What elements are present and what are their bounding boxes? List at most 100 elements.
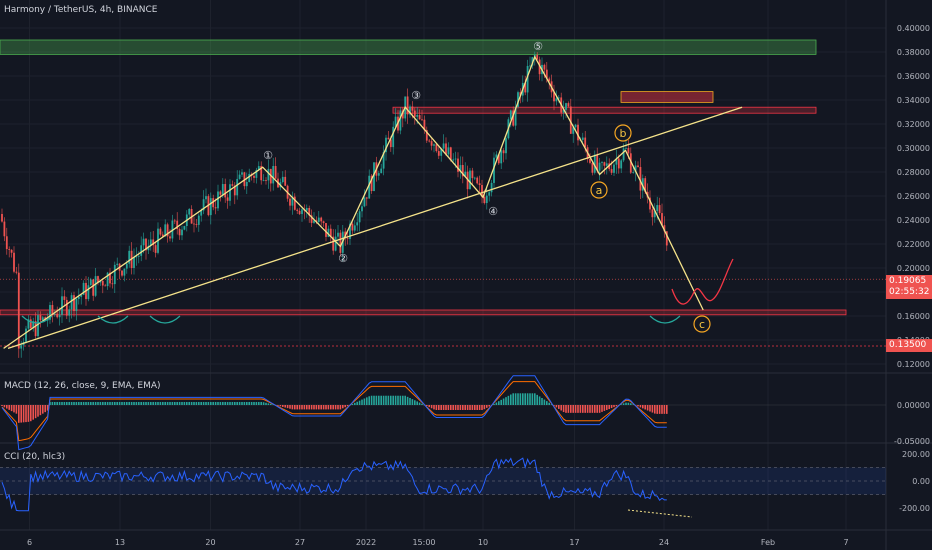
macd-histogram-bar [150,401,152,405]
candle-up [356,222,359,226]
macd-histogram-bar [282,405,284,407]
macd-histogram-bar [102,401,104,405]
candle-up [267,168,270,181]
macd-histogram-bar [39,405,42,416]
macd-histogram-bar [462,405,464,411]
macd-histogram-bar [138,401,140,405]
candle-up [133,257,135,268]
candle-down [471,170,474,179]
candle-up [361,206,363,212]
candle-down [8,249,11,250]
candle-down [589,159,591,163]
candle-down [413,110,416,117]
cci-tick-label: -200.00 [899,504,930,513]
time-tick-label: Feb [761,538,775,547]
wave-circle-b [614,124,632,142]
macd-histogram-bar [524,393,526,405]
time-tick-label: 10 [478,538,488,547]
candle-up [116,263,119,265]
candle-up [464,171,467,177]
macd-histogram-bar [541,397,543,405]
macd-histogram-bar [464,405,466,411]
candle-up [473,177,476,179]
candle-up [565,103,567,110]
macd-histogram-bar [361,399,363,405]
macd-histogram-bar [289,405,291,409]
candle-up [440,148,443,156]
macd-histogram-bar [416,401,418,405]
candle-up [634,165,637,173]
candle-down [577,124,579,141]
candle-up [392,126,395,148]
candle-up [593,154,596,173]
candle-down [73,295,75,311]
macd-histogram-bar [409,397,411,405]
candle-up [68,309,71,316]
candle-up [442,143,445,149]
candle-down [17,272,20,349]
macd-histogram-bar [94,401,97,405]
cci-tick-label: 200.00 [902,450,930,459]
rounding-bottom-arc [649,315,681,324]
macd-histogram-bar [253,401,255,405]
candle-up [382,152,385,169]
candle-up [531,57,534,66]
macd-histogram-bar [373,395,375,405]
candle-up [202,199,205,211]
candle-up [605,163,608,166]
candle-up [337,232,339,237]
wave-circle-c [693,315,711,333]
macd-histogram-bar [370,395,373,405]
macd-histogram-bar [358,400,361,405]
candle-down [663,225,666,232]
time-tick-label: 13 [115,538,125,547]
macd-histogram-bar [656,405,658,414]
candle-down [617,158,620,169]
macd-histogram-bar [171,401,174,405]
candle-down [101,280,104,286]
macd-histogram-bar [99,401,102,405]
candle-up [255,169,258,178]
support-price-tag: 0.13500 [886,339,932,352]
candle-down [435,144,438,152]
macd-histogram-bar [666,405,668,414]
candle-down [104,285,107,287]
candle-down [63,296,66,300]
time-tick-label: 2022 [356,538,376,547]
candle-up [171,220,174,239]
macd-signal-line [1,381,667,442]
candle-up [505,138,507,154]
candle-down [406,96,409,115]
macd-histogram-bar [570,405,572,413]
candle-up [529,65,531,67]
price-tick-label: 0.26000 [897,192,930,201]
macd-histogram-bar [610,405,613,409]
candle-down [519,92,522,96]
candle-down [483,196,486,204]
candle-down [320,217,323,222]
candle-up [205,196,207,200]
macd-histogram-bar [502,398,505,405]
candle-up [53,313,56,315]
candle-down [627,148,630,154]
candle-up [209,198,212,216]
candle-down [502,150,505,154]
candle-down [284,176,287,186]
macd-histogram-bar [272,404,274,406]
candle-down [437,151,440,156]
macd-histogram-bar [159,401,162,405]
macd-histogram-bar [476,405,478,411]
macd-histogram-bar [298,405,301,410]
macd-histogram-bar [291,405,294,410]
macd-histogram-bar [608,405,610,410]
zone-resistance-box [620,91,714,103]
candle-up [257,166,260,170]
candle-down [639,167,642,191]
candle-down [584,137,587,148]
candle-down [178,228,181,236]
macd-histogram-bar [178,401,181,405]
macd-histogram-bar [488,405,490,407]
symbol-title: Harmony / TetherUS, 4h, BINANCE [4,5,158,15]
macd-histogram-bar [70,401,73,405]
